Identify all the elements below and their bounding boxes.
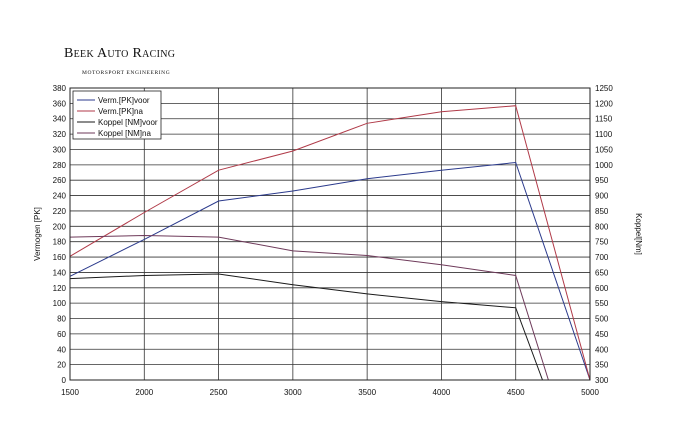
y-tick-label: 120 (53, 284, 67, 293)
y2-tick-label: 600 (595, 284, 609, 293)
y-tick-label: 360 (53, 99, 67, 108)
y2-axis-label: Koppel[Nm] (634, 213, 643, 255)
y2-tick-label: 350 (595, 361, 609, 370)
y-tick-label: 320 (53, 130, 67, 139)
legend-label: Verm.[PK]na (98, 107, 143, 116)
y2-tick-label: 550 (595, 299, 609, 308)
x-tick-label: 2000 (135, 388, 153, 397)
y-tick-label: 180 (53, 238, 67, 247)
y-tick-label: 340 (53, 115, 67, 124)
y2-tick-labels: 300 350 400 450 500 550 600 650 700 750 800 850 900 9… (595, 84, 613, 385)
y-tick-label: 20 (57, 361, 66, 370)
legend-box (72, 90, 162, 140)
legend-label: Verm.[PK]voor (98, 96, 150, 105)
x-tick-labels: 1500 2000 2500 3000 3500 4000 4500 5000 (61, 388, 599, 397)
y-tick-label: 380 (53, 84, 67, 93)
y2-tick-label: 750 (595, 238, 609, 247)
series-line (69, 161, 591, 381)
y-tick-label: 160 (53, 253, 67, 262)
y-tick-label: 220 (53, 207, 67, 216)
x-tick-label: 4500 (507, 388, 525, 397)
y-tick-label: 140 (53, 268, 67, 277)
series-line (69, 273, 543, 381)
y-tick-label: 260 (53, 176, 67, 185)
y2-tick-label: 950 (595, 176, 609, 185)
x-tick-label: 1500 (61, 388, 79, 397)
legend: Verm.[PK]voor Verm.[PK]na Koppel [NM]voor K… (72, 90, 162, 140)
series-line (69, 105, 591, 381)
y-tick-label: 0 (62, 376, 67, 385)
y2-tick-label: 900 (595, 192, 609, 201)
x-tick-label: 5000 (581, 388, 599, 397)
y2-tick-label: 400 (595, 345, 609, 354)
y-tick-label: 60 (57, 330, 66, 339)
y-tick-label: 240 (53, 192, 67, 201)
y-tick-label: 300 (53, 145, 67, 154)
grid-lines (69, 87, 591, 381)
series-line (69, 234, 549, 381)
y2-tick-label: 1150 (595, 115, 613, 124)
y2-tick-label: 1200 (595, 99, 613, 108)
y2-tick-label: 1050 (595, 145, 613, 154)
y2-tick-label: 650 (595, 268, 609, 277)
legend-label: Koppel [NM]voor (98, 118, 158, 127)
y2-tick-label: 450 (595, 330, 609, 339)
x-tick-label: 3000 (284, 388, 302, 397)
y2-tick-label: 1000 (595, 161, 613, 170)
y2-tick-label: 850 (595, 207, 609, 216)
logo-tagline: MOTORSPORT ENGINEERING (82, 70, 171, 76)
y2-tick-label: 800 (595, 222, 609, 231)
y2-tick-label: 500 (595, 315, 609, 324)
x-tick-label: 3500 (358, 388, 376, 397)
plot-frame (69, 87, 591, 381)
y-tick-label: 80 (57, 315, 66, 324)
series-lines (69, 105, 591, 381)
company-logo: Beek Auto Racing MOTORSPORT ENGINEERING (64, 40, 214, 82)
y-axis-label: Vermogen [PK] (33, 207, 42, 261)
y-tick-label: 40 (57, 345, 66, 354)
logo-brand: Beek Auto Racing (64, 46, 176, 61)
y-tick-label: 100 (53, 299, 67, 308)
y-tick-label: 280 (53, 161, 67, 170)
x-tick-label: 2500 (210, 388, 228, 397)
y-tick-labels: 0 20 40 60 80 100 120 140 160 180 200 220 240 260 280 3… (53, 84, 67, 385)
y2-tick-label: 1100 (595, 130, 613, 139)
x-tick-label: 4000 (433, 388, 451, 397)
y-tick-label: 200 (53, 222, 67, 231)
legend-label: Koppel [NM]na (98, 129, 151, 138)
y2-tick-label: 1250 (595, 84, 613, 93)
y2-tick-label: 700 (595, 253, 609, 262)
y2-tick-label: 300 (595, 376, 609, 385)
